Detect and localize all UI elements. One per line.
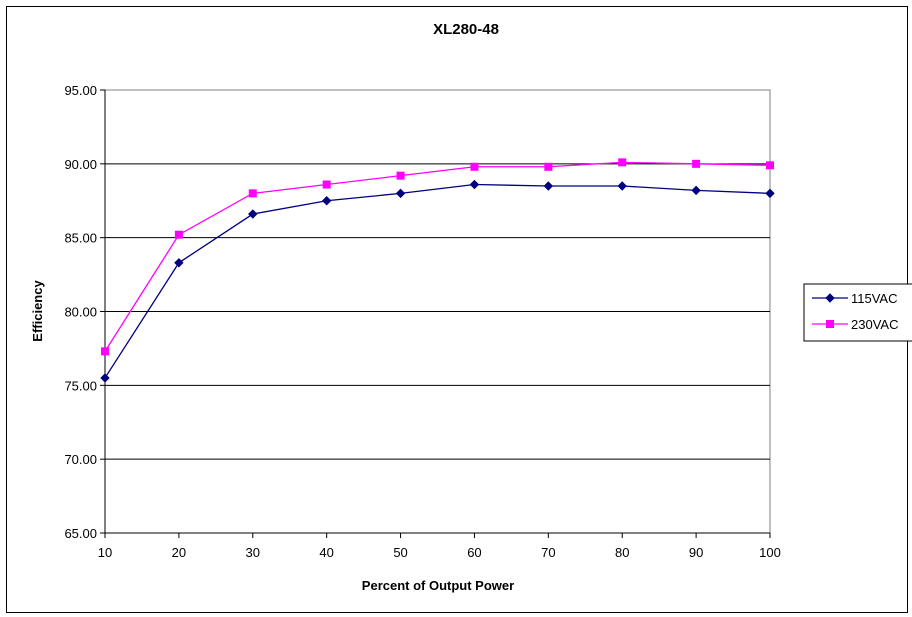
legend-box [803, 283, 912, 342]
data-point [543, 181, 554, 191]
data-point [322, 180, 331, 189]
data-point [618, 158, 627, 167]
data-point [248, 209, 258, 219]
data-point [765, 188, 775, 199]
data-point [248, 189, 257, 198]
x-tick-label: 60 [467, 545, 481, 560]
data-point [544, 162, 553, 171]
data-point [101, 347, 109, 356]
data-point [174, 230, 183, 239]
x-tick-label: 10 [98, 545, 112, 560]
y-tick-label: 85.00 [64, 231, 97, 246]
series-115VAC [100, 179, 775, 383]
data-point [617, 181, 627, 191]
legend-entry: 230VAC [812, 317, 898, 332]
data-point [174, 258, 184, 268]
chart-title: XL280-48 [433, 21, 499, 38]
y-tick-label: 70.00 [64, 452, 97, 467]
legend-label: 115VAC [851, 291, 898, 306]
y-tick-label: 90.00 [64, 157, 97, 172]
data-point [766, 161, 774, 170]
data-point [470, 162, 479, 171]
x-tick-label: 40 [319, 545, 333, 560]
data-point [395, 188, 406, 199]
data-point [100, 373, 110, 383]
legend-entry: 115VAC [812, 291, 898, 306]
y-tick-label: 65.00 [64, 526, 97, 541]
y-tick-label: 75.00 [64, 378, 97, 393]
x-tick-label: 90 [689, 545, 703, 560]
data-point [691, 185, 701, 196]
data-point [469, 179, 480, 190]
y-axis-ticks: 65.00 70.00 75.00 80.00 85.00 90.00 95.00 [64, 83, 105, 541]
x-tick-label: 100 [759, 545, 781, 560]
y-axis-label: Efficiency [30, 280, 45, 342]
x-tick-label: 30 [246, 545, 260, 560]
x-tick-label: 80 [615, 545, 629, 560]
legend-label: 230VAC [851, 317, 898, 332]
y-tick-label: 80.00 [64, 305, 97, 320]
data-point [692, 159, 701, 168]
data-point [321, 196, 332, 206]
y-tick-label: 95.00 [64, 83, 97, 98]
legend-marker [826, 320, 834, 328]
x-axis-label: Percent of Output Power [362, 578, 514, 593]
series-230VAC [101, 158, 774, 356]
legend: 115VAC 230VAC [803, 283, 912, 342]
x-tick-label: 20 [172, 545, 186, 560]
x-axis-ticks: 10 20 30 40 50 60 70 80 90 100 [98, 533, 781, 560]
data-point [396, 171, 405, 180]
series-line [104, 161, 771, 352]
series-line [104, 183, 771, 379]
x-tick-label: 50 [393, 545, 407, 560]
x-tick-label: 70 [541, 545, 555, 560]
series-layer [100, 158, 775, 383]
legend-marker [825, 293, 835, 303]
